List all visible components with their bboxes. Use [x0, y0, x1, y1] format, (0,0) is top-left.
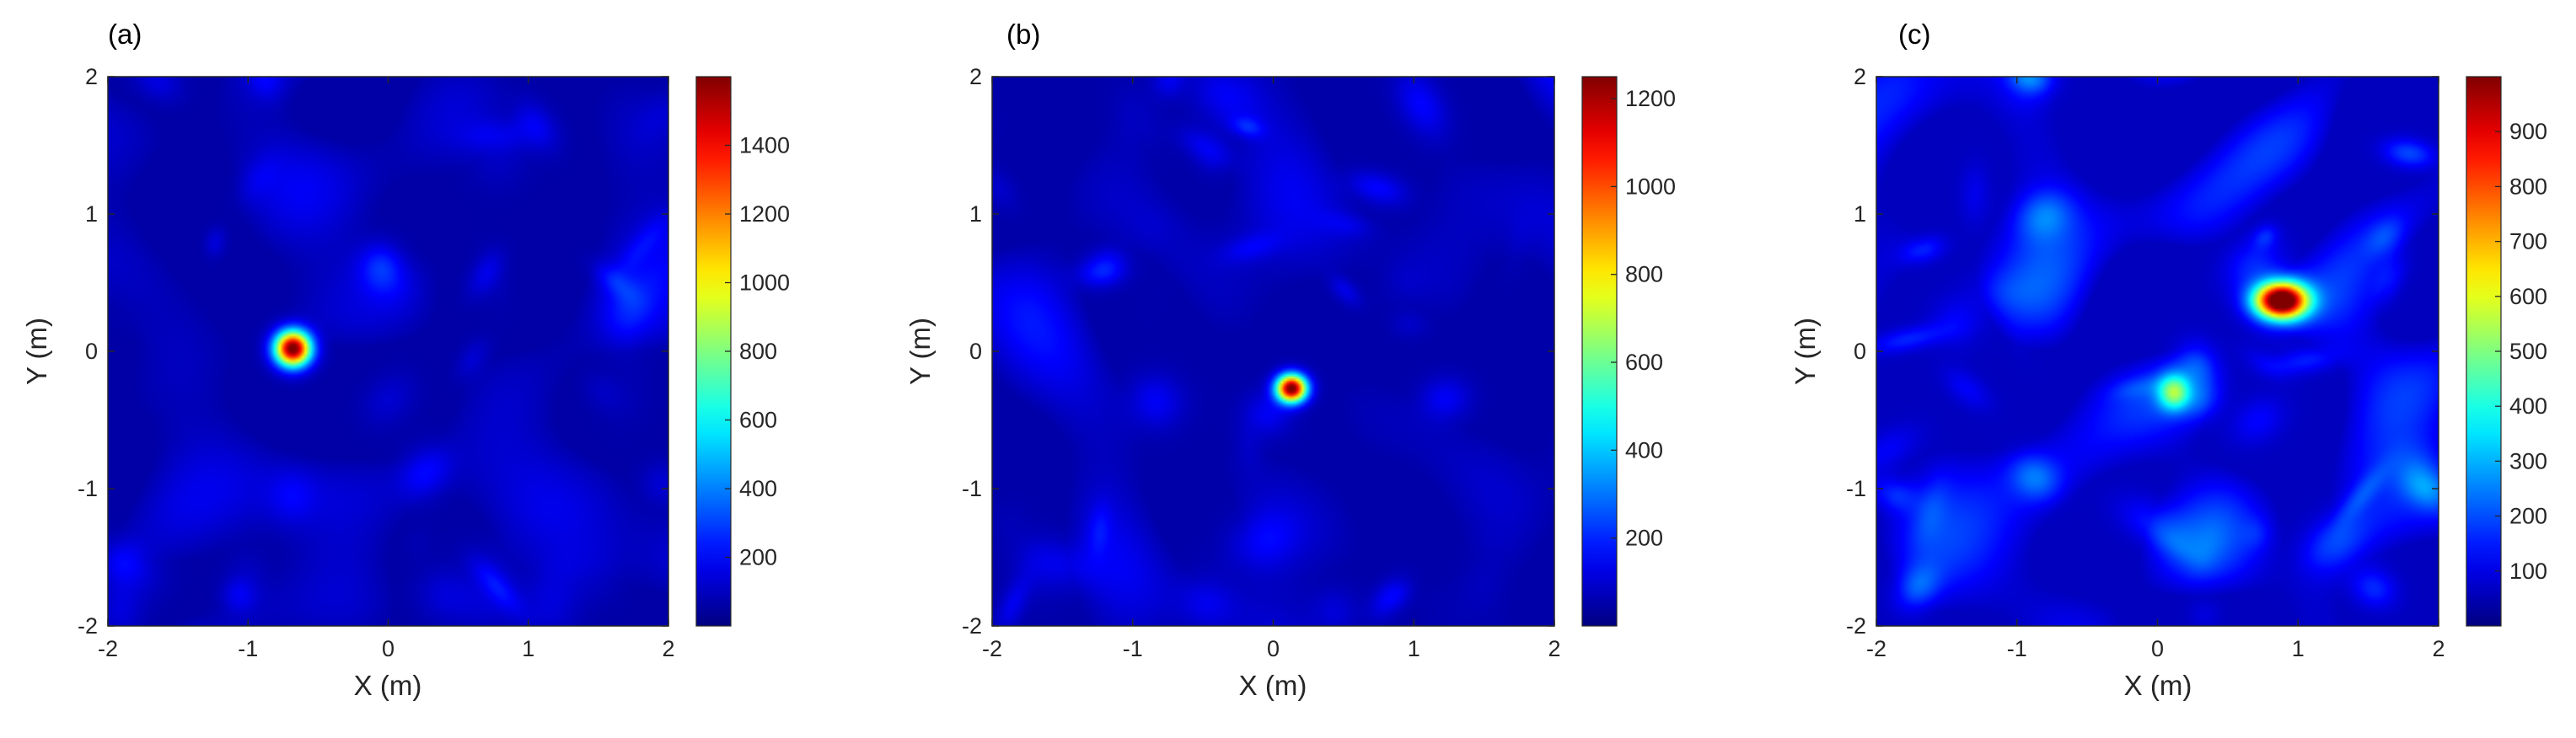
y-axis-label-c: Y (m) [1790, 318, 1821, 385]
colorbar-tick-label: 400 [2509, 393, 2547, 419]
colorbar-tick-label: 300 [2509, 448, 2547, 473]
colorbar-tick-label: 400 [739, 476, 777, 501]
y-tick-label: 2 [85, 64, 98, 89]
x-ticks-b: -2 -1 0 1 2 [982, 77, 1561, 661]
colorbar-tick-label: 600 [2509, 284, 2547, 309]
x-axis-label-c: X (m) [2124, 670, 2192, 701]
y-tick-label: -1 [962, 476, 982, 501]
y-tick-label: 1 [969, 201, 982, 227]
panel-a: (a) -2 -1 0 1 2 -2 -1 0 1 2 X (m) Y (m) 200 400 60… [21, 19, 790, 701]
y-ticks-a: -2 -1 0 1 2 [78, 64, 668, 639]
y-tick-label: 1 [1854, 201, 1866, 227]
colorbar-tick-label: 1400 [739, 133, 790, 158]
colorbar-tick-label: 700 [2509, 229, 2547, 254]
x-tick-label: -1 [1123, 636, 1143, 661]
x-ticks-c: -2 -1 0 1 2 [1866, 77, 2445, 661]
y-tick-label: 0 [969, 339, 982, 364]
x-axis-label-b: X (m) [1239, 670, 1307, 701]
panel-b: (b) -2 -1 0 1 2 -2 -1 0 1 2 X (m) Y (m) 200 400 60… [904, 19, 1676, 701]
y-tick-label: 0 [85, 339, 98, 364]
colorbar-ticks-a: 200 400 600 800 1000 1200 1400 [725, 133, 790, 570]
panel-label-a: (a) [108, 19, 142, 50]
colorbar-tick-label: 600 [739, 408, 777, 433]
x-tick-label: -1 [2007, 636, 2027, 661]
heatmap-a [108, 77, 668, 626]
x-tick-label: 1 [522, 636, 534, 661]
colorbar-tick-label: 600 [1625, 350, 1663, 375]
y-tick-label: 2 [1854, 64, 1866, 89]
y-tick-label: -1 [1846, 476, 1866, 501]
colorbar-tick-label: 1200 [1625, 86, 1676, 111]
colorbar-b [1581, 76, 1618, 627]
y-tick-label: -2 [1846, 613, 1866, 639]
colorbar-tick-label: 800 [2509, 174, 2547, 199]
panel-c: (c) -2 -1 0 1 2 -2 -1 0 1 2 X (m) Y (m) 100 200 30… [1790, 19, 2547, 701]
x-tick-label: 0 [382, 636, 394, 661]
y-tick-label: 1 [85, 201, 98, 227]
x-tick-label: 2 [2432, 636, 2445, 661]
x-tick-label: -1 [238, 636, 258, 661]
y-ticks-b: -2 -1 0 1 2 [962, 64, 1554, 639]
x-tick-label: 0 [2151, 636, 2164, 661]
colorbar-tick-label: 900 [2509, 119, 2547, 144]
x-tick-label: 0 [1267, 636, 1280, 661]
x-tick-label: -2 [982, 636, 1002, 661]
colorbar-ticks-c: 100 200 300 400 500 600 700 800 900 [2495, 119, 2547, 584]
x-axis-label-a: X (m) [354, 670, 422, 701]
panel-label-b: (b) [1006, 19, 1040, 50]
y-ticks-c: -2 -1 0 1 2 [1846, 64, 2439, 639]
heatmap-c [1876, 77, 2439, 626]
y-axis-label-b: Y (m) [904, 318, 936, 385]
colorbar-tick-label: 200 [739, 545, 777, 570]
x-tick-label: -2 [1866, 636, 1886, 661]
y-tick-label: 0 [1854, 339, 1866, 364]
colorbar-tick-label: 800 [1625, 262, 1663, 287]
x-tick-label: 2 [1548, 636, 1560, 661]
colorbar-tick-label: 200 [1625, 526, 1663, 551]
x-ticks-a: -2 -1 0 1 2 [98, 77, 675, 661]
colorbar-tick-label: 500 [2509, 339, 2547, 364]
colorbar-tick-label: 1000 [739, 270, 790, 296]
y-axis-label-a: Y (m) [21, 318, 52, 385]
x-tick-label: 1 [2292, 636, 2305, 661]
y-tick-label: -2 [962, 613, 982, 639]
colorbar-tick-label: 400 [1625, 437, 1663, 463]
panel-label-c: (c) [1898, 19, 1930, 50]
colorbar-tick-label: 800 [739, 339, 777, 364]
x-tick-label: 1 [1408, 636, 1420, 661]
colorbar-tick-label: 100 [2509, 559, 2547, 584]
colorbar-ticks-b: 200 400 600 800 1000 1200 [1611, 86, 1676, 551]
y-tick-label: -2 [78, 613, 98, 639]
y-tick-label: 2 [969, 64, 982, 89]
colorbar-tick-label: 1000 [1625, 174, 1676, 199]
x-tick-label: 2 [662, 636, 674, 661]
colorbar-tick-label: 1200 [739, 201, 790, 227]
colorbar-tick-label: 200 [2509, 504, 2547, 529]
x-tick-label: -2 [98, 636, 118, 661]
y-tick-label: -1 [78, 476, 98, 501]
heatmap-b [992, 77, 1554, 626]
